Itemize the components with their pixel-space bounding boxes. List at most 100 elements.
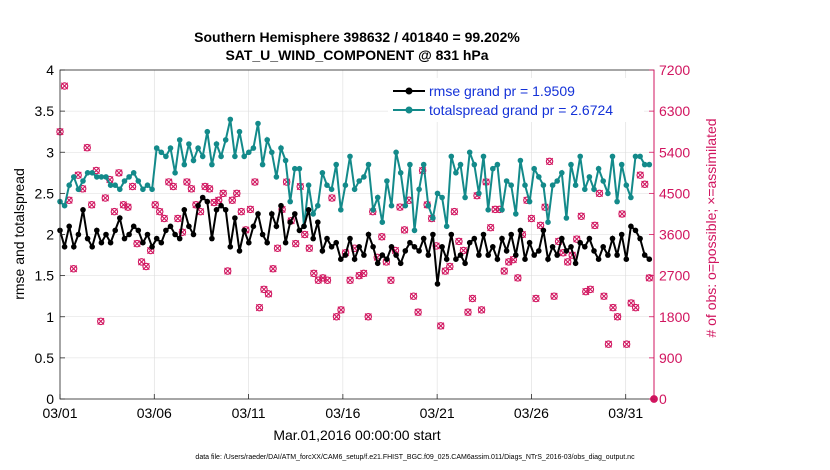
x-axis-label: Mar.01,2016 00:00:00 start — [273, 427, 440, 443]
rmse-point — [84, 235, 91, 242]
totalspread-point — [416, 186, 422, 193]
totalspread-point — [107, 182, 114, 188]
totalspread-point — [213, 141, 220, 147]
totalspread-point — [172, 170, 178, 176]
totalspread-point — [232, 153, 238, 160]
rmse-point — [328, 244, 335, 250]
rmse-point — [351, 256, 358, 263]
rmse-point — [641, 252, 648, 258]
rmse-point — [522, 256, 528, 263]
obs-count-point — [545, 157, 554, 166]
obs-count-point — [505, 258, 513, 266]
totalspread-point — [255, 120, 261, 127]
rmse-point — [462, 260, 468, 267]
obs-count-point — [128, 182, 137, 191]
rmse-point — [384, 256, 390, 263]
totalspread-point — [577, 153, 583, 160]
totalspread-point — [163, 153, 169, 160]
rmse-point — [365, 231, 372, 238]
totalspread-point — [453, 170, 459, 176]
rmse-point — [310, 235, 317, 242]
y-right-tick-label: 6300 — [659, 103, 690, 119]
rmse-point — [107, 239, 114, 246]
totalspread-point — [549, 182, 556, 188]
totalspread-point — [273, 174, 280, 180]
obs-count-point — [210, 198, 218, 207]
rmse-point — [549, 244, 556, 250]
rmse-point — [287, 219, 294, 225]
rmse-point — [563, 248, 570, 254]
totalspread-point — [199, 153, 206, 160]
rmse-point — [374, 260, 381, 267]
obs-count-point — [414, 308, 422, 316]
rmse-point — [241, 227, 247, 234]
totalspread-point — [618, 161, 625, 168]
rmse-point — [71, 244, 77, 250]
obs-count-point — [101, 194, 110, 202]
rmse-point — [595, 256, 602, 263]
legend-totalspread-marker — [405, 106, 413, 114]
rmse-point — [416, 248, 422, 254]
y-right-tick-label: 0 — [659, 391, 667, 407]
obs-count-point — [264, 290, 273, 298]
obs-count-point — [97, 317, 105, 326]
totalspread-point — [338, 207, 344, 213]
totalspread-point — [158, 149, 165, 156]
rmse-point — [499, 235, 505, 242]
obs-count-point — [604, 340, 613, 348]
obs-count-point — [446, 262, 454, 271]
totalspread-point — [195, 145, 201, 151]
y-axis-label: rmse and totalspread — [11, 168, 27, 300]
rmse-point — [430, 231, 436, 238]
y-axis-left: 0 0.5 1 1.5 2 2.5 3 3.5 4 — [35, 62, 65, 407]
rmse-point — [153, 235, 160, 242]
totalspread-point — [236, 128, 243, 135]
totalspread-point — [204, 128, 211, 135]
obs-count-point — [631, 303, 640, 312]
obs-count-point — [400, 226, 409, 234]
rmse-point — [163, 227, 169, 234]
totalspread-point — [388, 202, 395, 209]
rmse-point — [453, 256, 459, 263]
rmse-point — [402, 248, 409, 254]
rmse-point — [568, 244, 574, 250]
rmse-point — [144, 231, 151, 238]
rmse-point — [572, 260, 579, 267]
rmse-point — [476, 252, 482, 258]
rmse-point — [61, 244, 68, 250]
rmse-point — [333, 239, 340, 246]
obs-count-point — [355, 271, 363, 280]
totalspread-point — [485, 207, 492, 213]
rmse-point — [218, 202, 224, 209]
obs-count-point — [613, 312, 622, 321]
totalspread-point — [315, 202, 321, 209]
obs-count-point — [409, 292, 418, 300]
obs-count-point — [500, 267, 508, 275]
rmse-point — [388, 244, 395, 250]
obs-count-point — [69, 265, 78, 273]
rmse-point — [347, 235, 353, 242]
obs-count-point — [174, 214, 182, 223]
rmse-point — [545, 256, 551, 263]
x-tick-label: 03/26 — [514, 405, 549, 421]
rmse-point — [273, 223, 280, 230]
rmse-point — [269, 211, 275, 217]
totalspread-point — [513, 211, 519, 217]
totalspread-point — [365, 161, 372, 168]
obs-count-point — [219, 189, 227, 198]
obs-count-point — [183, 178, 191, 186]
obs-count-point — [273, 244, 282, 252]
totalspread-point — [609, 153, 616, 160]
rmse-point — [250, 223, 257, 230]
totalspread-point — [595, 165, 602, 172]
totalspread-point — [342, 182, 349, 188]
totalspread-point — [319, 170, 326, 176]
totalspread-point — [572, 182, 579, 188]
totalspread-point — [80, 178, 86, 184]
totalspread-point — [466, 149, 473, 156]
totalspread-point — [439, 194, 445, 201]
totalspread-point — [117, 186, 123, 193]
obs-count-point — [291, 239, 300, 248]
totalspread-point — [287, 198, 294, 205]
obs-count-point — [205, 185, 214, 193]
